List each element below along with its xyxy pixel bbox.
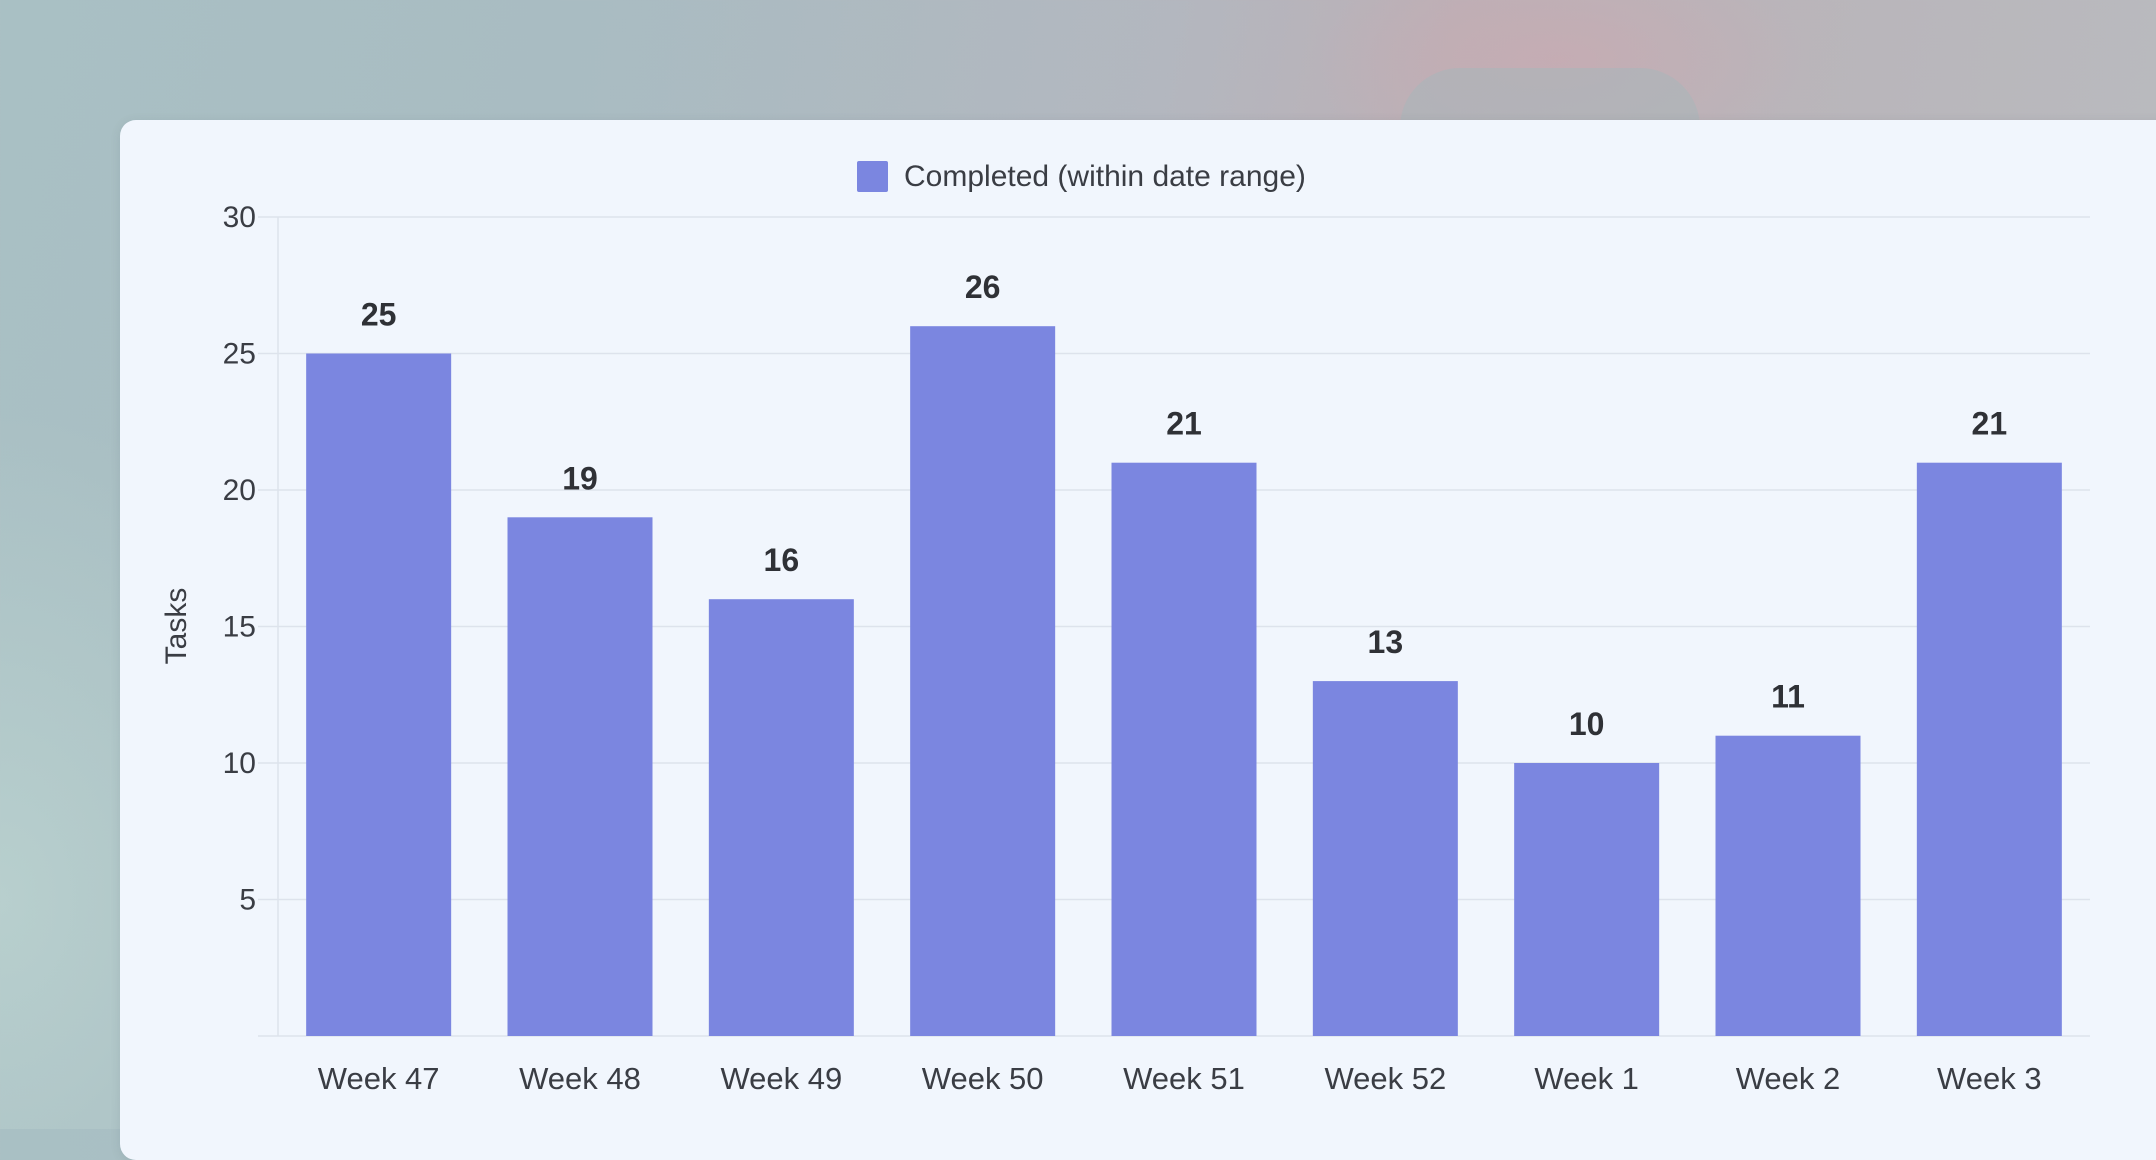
x-category-label: Week 3 bbox=[1937, 1061, 2042, 1096]
bar[interactable] bbox=[708, 599, 854, 1036]
y-axis-ticks: 5 10 15 20 25 30 bbox=[223, 201, 256, 917]
bar[interactable] bbox=[1916, 462, 2062, 1036]
x-category-label: Week 49 bbox=[720, 1061, 842, 1096]
x-category-label: Week 48 bbox=[519, 1061, 641, 1096]
value-labels: 25 19 16 26 21 13 10 11 21 bbox=[361, 269, 2007, 742]
bar-value-label: 16 bbox=[764, 542, 800, 578]
bar-value-label: 19 bbox=[562, 460, 598, 496]
bar-value-label: 21 bbox=[1166, 406, 1202, 442]
bar-value-label: 11 bbox=[1771, 679, 1805, 715]
bar-value-label: 10 bbox=[1569, 706, 1605, 742]
y-tick-label: 25 bbox=[223, 338, 256, 371]
bar-value-label: 21 bbox=[1972, 406, 2008, 442]
x-category-label: Week 1 bbox=[1534, 1061, 1639, 1096]
y-tick-label: 30 bbox=[223, 201, 256, 234]
bar-value-label: 26 bbox=[965, 269, 1001, 305]
bar-value-label: 25 bbox=[361, 297, 397, 333]
bar[interactable] bbox=[1715, 735, 1861, 1036]
bar[interactable] bbox=[1514, 763, 1660, 1036]
y-tick-label: 15 bbox=[223, 611, 256, 644]
x-axis-categories: Week 47 Week 48 Week 49 Week 50 Week 51 Week … bbox=[318, 1061, 2042, 1096]
legend-label: Completed (within date range) bbox=[904, 160, 1306, 193]
x-category-label: Week 50 bbox=[922, 1061, 1044, 1096]
y-axis-title: Tasks bbox=[160, 588, 193, 665]
y-tick-label: 10 bbox=[223, 747, 256, 780]
bar[interactable] bbox=[306, 353, 452, 1037]
bars bbox=[306, 326, 2062, 1036]
bar-value-label: 13 bbox=[1368, 624, 1404, 660]
legend-swatch bbox=[857, 161, 888, 192]
bar[interactable] bbox=[910, 326, 1056, 1036]
bar[interactable] bbox=[1111, 462, 1257, 1036]
background-shape bbox=[1400, 68, 1700, 128]
y-tick-label: 20 bbox=[223, 474, 256, 507]
x-category-label: Week 47 bbox=[318, 1061, 440, 1096]
x-category-label: Week 2 bbox=[1736, 1061, 1841, 1096]
x-category-label: Week 51 bbox=[1123, 1061, 1245, 1096]
x-category-label: Week 52 bbox=[1324, 1061, 1446, 1096]
bar[interactable] bbox=[507, 517, 653, 1036]
y-tick-label: 5 bbox=[239, 884, 256, 917]
legend[interactable]: Completed (within date range) bbox=[857, 160, 1306, 193]
bar[interactable] bbox=[1312, 681, 1458, 1036]
